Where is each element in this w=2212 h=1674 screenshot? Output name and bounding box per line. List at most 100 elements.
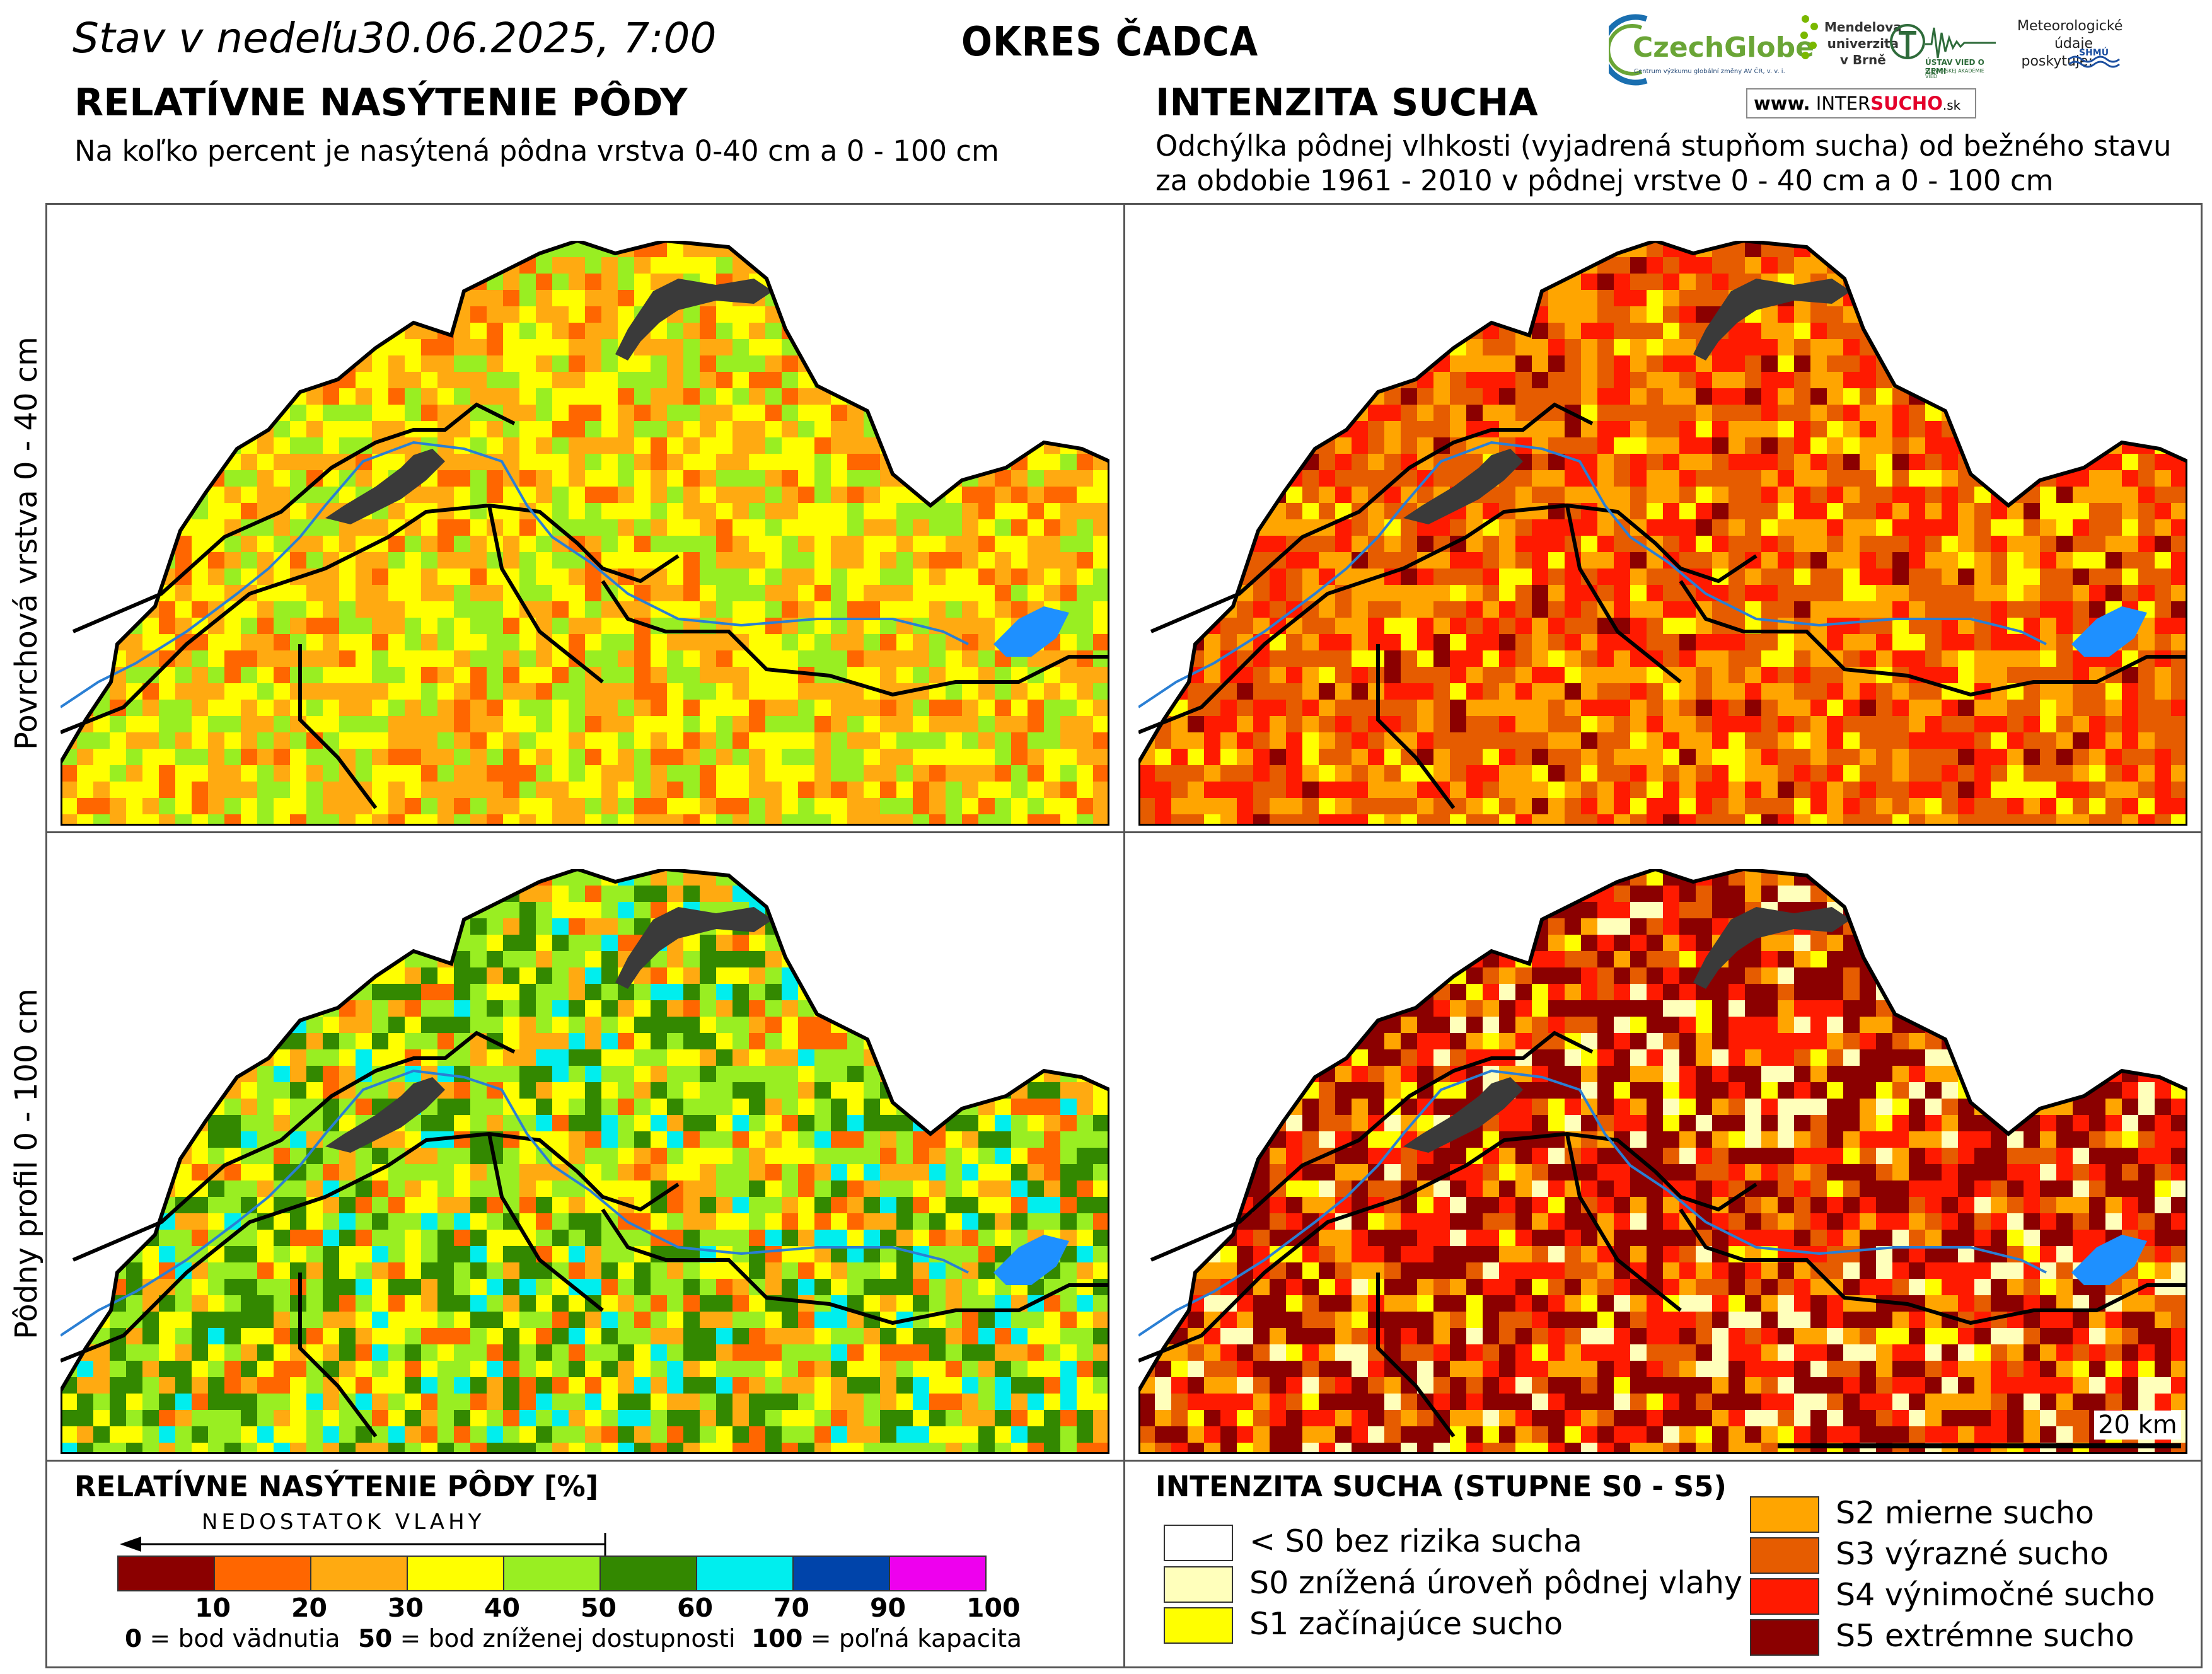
drought-swatch-1 [1164,1566,1233,1603]
municipality-boundary-0 [72,1030,516,1262]
def0-text: = bod vädnutia [142,1625,340,1653]
meteo-line1: Meteorologické [2017,18,2123,34]
raster-cells [61,241,1109,826]
intersucho-b: SUCHO [1870,93,1943,114]
czechglobe-logo: CzechGlobe Centrum výzkumu globální změn… [1600,13,1814,87]
drought-swatch-0 [1164,1525,1233,1561]
shmu-wave-icon [2068,55,2120,68]
river-kysuca [61,1069,969,1337]
map-drought-0-40 [1138,241,2187,826]
municipality-boundary-2 [1679,1208,2187,1325]
municipality-boundary-0 [1150,402,1594,633]
scale-cell-6 [696,1556,794,1591]
reservoir-lake [993,1235,1069,1285]
map-drought-0-100 [1138,869,2187,1454]
map-drought-0-100-canvas [1138,869,2187,1454]
drought-legend-title: INTENZITA SUCHA (STUPNE S0 - S5) [1155,1470,1727,1503]
seismograph-icon [1890,24,1996,59]
intersucho-www: www. [1754,93,1810,114]
district-boundary [61,869,1109,1454]
map-drought-0-40-canvas [1138,241,2187,826]
definition-0: 0 = bod vädnutia [125,1625,340,1653]
intersucho-c: .sk [1942,98,1961,113]
mendelu-line3: v Brně [1839,52,1886,67]
row-label-bottom: Pôdny profil 0 - 100 cm [9,988,44,1339]
def0-key: 0 [125,1625,142,1653]
scale-cell-3 [407,1556,504,1591]
municipality-boundary-1 [61,503,680,734]
municipality-boundary-1 [1138,503,1757,734]
highway-area-0 [1403,449,1523,524]
district-boundary [1138,241,2187,826]
municipality-boundary-3 [298,644,378,809]
mendelu-dots-icon [1800,15,1818,59]
highway-area-1 [615,907,773,989]
municipality-boundary-3 [1376,1273,1456,1438]
river-kysuca [1138,1069,2047,1337]
date-value: 30.06.2025, 7:00 [358,14,717,62]
scale-tick-20: 20 [291,1593,328,1623]
scale-cell-4 [503,1556,601,1591]
saturation-section-subtitle: Na koľko percent je nasýtená pôdna vrstv… [74,134,999,168]
municipality-boundary-2 [601,1208,1109,1325]
scale-tick-40: 40 [484,1593,521,1623]
municipality-boundary-1 [61,1131,680,1363]
municipality-boundary-2 [601,580,1109,697]
municipality-boundary-0 [1150,1030,1594,1262]
municipality-boundary-4 [1565,505,1682,684]
scale-tick-30: 30 [388,1593,424,1623]
drought-section-subtitle-2: za obdobie 1961 - 2010 v pôdnej vrstve 0… [1155,164,2054,197]
scale-tick-60: 60 [677,1593,714,1623]
uvz-sub: SLOVENSKEJ AKADÉMIE VIED [1925,68,1984,79]
map-saturation-0-40-canvas [61,241,1109,826]
municipality-boundary-0 [72,402,516,633]
scale-cell-0 [117,1556,215,1591]
district-boundary [1138,869,2187,1454]
drought-label-6: S5 extrémne sucho [1836,1618,2134,1654]
row-label-top: Povrchová vrstva 0 - 40 cm [9,337,44,750]
scale-bar [1778,1443,2181,1448]
drought-swatch-2 [1164,1607,1233,1644]
def50-key: 50 [358,1625,393,1653]
meteo-provider-text: Meteorologické údaje poskytuje: [2017,18,2123,71]
drought-label-4: S3 výrazné sucho [1836,1536,2109,1572]
panel-drought-legend [1123,1460,2203,1668]
meteo-line2: údaje [2054,36,2093,52]
czechglobe-name: CzechGlobe [1633,32,1814,64]
czechglobe-subtitle: Centrum výzkumu globální změny AV ČR, v.… [1634,68,1785,75]
scale-cell-7 [792,1556,890,1591]
map-saturation-0-40 [61,241,1109,826]
drought-label-3: S2 mierne sucho [1836,1495,2094,1531]
municipality-boundary-3 [298,1273,378,1438]
highway-area-1 [615,279,773,361]
scale-cell-2 [310,1556,408,1591]
drought-swatch-5 [1750,1578,1819,1615]
municipality-boundary-4 [1565,1133,1682,1312]
uvz-sav-logo: ÚSTAV VIED O ZEMI SLOVENSKEJ AKADÉMIE VI… [1890,19,1997,82]
deficit-arrow-label: NEDOSTATOK VLAHY [202,1509,485,1535]
mendelu-line1: Mendelova [1824,20,1902,35]
saturation-legend-title: RELATÍVNE NASÝTENIE PÔDY [%] [74,1470,599,1503]
highway-area-0 [325,449,445,524]
scale-tick-100: 100 [966,1593,1021,1623]
scale-tick-50: 50 [581,1593,617,1623]
municipality-boundary-3 [1376,644,1456,809]
drought-label-0: < S0 bez rizika sucha [1249,1523,1582,1559]
uvz-name: ÚSTAV VIED O ZEMI [1925,58,1984,76]
mendelu-text: Mendelova univerzita v Brně [1824,19,1902,68]
raster-cells [1138,869,2187,1454]
definition-100: 100 = poľná kapacita [751,1625,1022,1653]
district-title: OKRES ČADCA [961,19,1259,66]
map-saturation-0-100 [61,869,1109,1454]
drought-swatch-6 [1750,1619,1819,1656]
raster-cells [61,869,1109,1454]
highway-area-0 [325,1077,445,1153]
def100-key: 100 [751,1625,803,1653]
municipality-boundary-2 [1679,580,2187,697]
reservoir-lake [993,606,1069,657]
scale-tick-90: 90 [870,1593,906,1623]
drought-section-title: INTENZITA SUCHA [1155,81,1538,125]
drought-label-5: S4 výnimočné sucho [1836,1577,2155,1613]
date-line: Stav v nedeľu30.06.2025, 7:00 [72,14,716,62]
map-saturation-0-100-canvas [61,869,1109,1454]
